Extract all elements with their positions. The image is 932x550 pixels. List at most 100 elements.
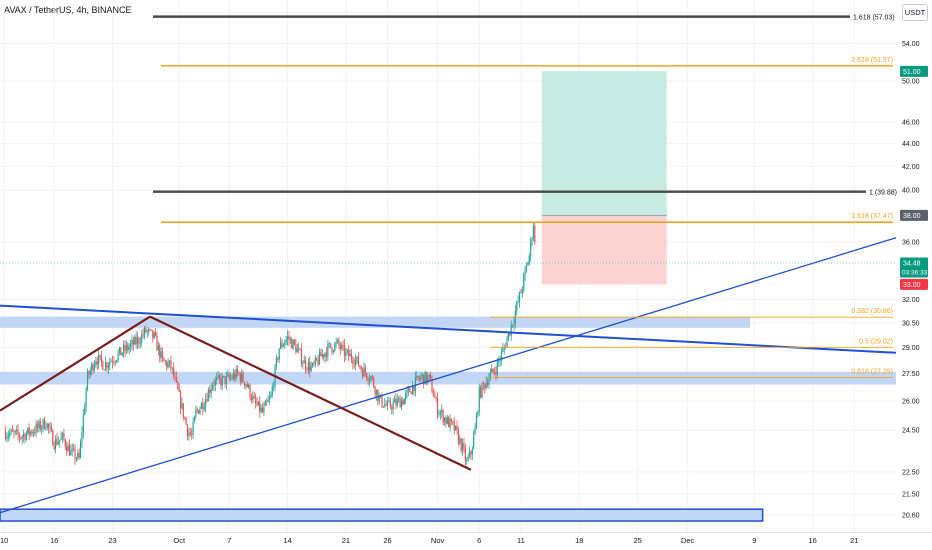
candle-body [102, 361, 104, 370]
candle-body [389, 400, 391, 408]
candle-body [152, 330, 154, 338]
candle-body [149, 329, 151, 330]
candle-body [185, 418, 187, 425]
candle-body [316, 358, 318, 361]
candle-body [92, 364, 94, 371]
candle-body [314, 358, 316, 364]
candle-body [282, 344, 284, 347]
candle-body [242, 373, 244, 382]
candle-body [235, 368, 237, 379]
candle-body [120, 347, 122, 356]
candle-body [528, 255, 530, 264]
price-badge-target [900, 65, 928, 77]
candle-body [360, 367, 362, 370]
candle-body [446, 417, 448, 424]
candle-body [292, 339, 294, 349]
candle-body [506, 338, 508, 348]
candle-body [46, 423, 48, 428]
wedge-left-leg[interactable] [0, 315, 151, 412]
candle-body [498, 360, 500, 362]
candle-body [166, 361, 168, 368]
candle-body [420, 376, 422, 380]
candle-body [370, 376, 372, 381]
candle-body [431, 379, 433, 393]
candle-body [338, 339, 340, 346]
candle-body [228, 374, 230, 379]
candle-body [399, 398, 401, 408]
candle-body [417, 376, 419, 379]
candle-body [345, 351, 347, 357]
candle-body [311, 363, 314, 366]
candle-body [455, 425, 457, 430]
candle-body [57, 441, 59, 445]
candle-body [113, 362, 115, 364]
candle-body [402, 400, 404, 405]
candle-body [346, 349, 348, 352]
candle-body [310, 365, 312, 372]
candle-body [77, 452, 79, 459]
candle-body [74, 448, 76, 460]
candle-body [286, 336, 289, 340]
candle-body [111, 361, 114, 363]
y-tick-label: 46.00 [902, 119, 920, 126]
candle-body [432, 392, 435, 397]
candle-body [368, 380, 371, 381]
candle-body [531, 238, 533, 241]
candle-body [73, 448, 75, 450]
candle-body [477, 411, 479, 415]
candle-body [106, 362, 108, 368]
candle-body [525, 265, 528, 270]
candle-body [285, 339, 287, 343]
candle-body [156, 335, 158, 351]
position-target-zone [541, 71, 667, 216]
candle-body [98, 354, 100, 365]
candle-body [31, 431, 33, 434]
candle-body [174, 376, 176, 378]
candle-body [256, 402, 258, 406]
candle-body [271, 387, 273, 396]
fib-level-label: 0.618 (27.29) [851, 368, 893, 375]
candle-body [238, 372, 240, 375]
candle-body [216, 377, 218, 380]
descending-trendline[interactable] [0, 304, 897, 354]
candle-body [317, 360, 319, 365]
candle-body [450, 418, 453, 422]
candle-body [200, 403, 203, 409]
price-badge-stop [900, 278, 928, 290]
candle-body [523, 274, 525, 290]
candle-body [21, 436, 23, 439]
candle-body [353, 363, 355, 365]
candle-body [124, 345, 126, 351]
candle-body [229, 377, 232, 379]
candle-body [291, 339, 293, 349]
bottom-demand-zone [0, 508, 764, 522]
ascending-trendline[interactable] [0, 237, 897, 514]
candle-body [61, 433, 64, 438]
wedge-right-leg[interactable] [149, 315, 472, 471]
candle-body [289, 339, 291, 340]
candle-body [305, 360, 307, 369]
candle-body [146, 331, 148, 332]
candle-body [252, 396, 254, 401]
candle-body [67, 445, 69, 452]
candle-body [71, 448, 73, 451]
candle-body [400, 400, 403, 408]
candle-body [496, 361, 498, 375]
y-tick-label: 44.00 [902, 141, 920, 148]
y-tick-label: 24.50 [902, 428, 920, 435]
candle-body [154, 332, 157, 336]
candle-body [167, 363, 169, 368]
candle-body [309, 362, 311, 372]
x-tick-label: 25 [633, 536, 641, 545]
candle-body [193, 416, 196, 423]
x-tick-label: 26 [383, 536, 391, 545]
candle-body [103, 369, 105, 371]
candle-body [268, 397, 271, 400]
candle-body [132, 339, 134, 345]
candle-body [489, 372, 491, 379]
candle-body [299, 348, 301, 350]
x-tick-label: Dec [681, 536, 695, 545]
currency-unit-button[interactable]: USDT [902, 4, 928, 21]
candle-body [86, 371, 89, 390]
